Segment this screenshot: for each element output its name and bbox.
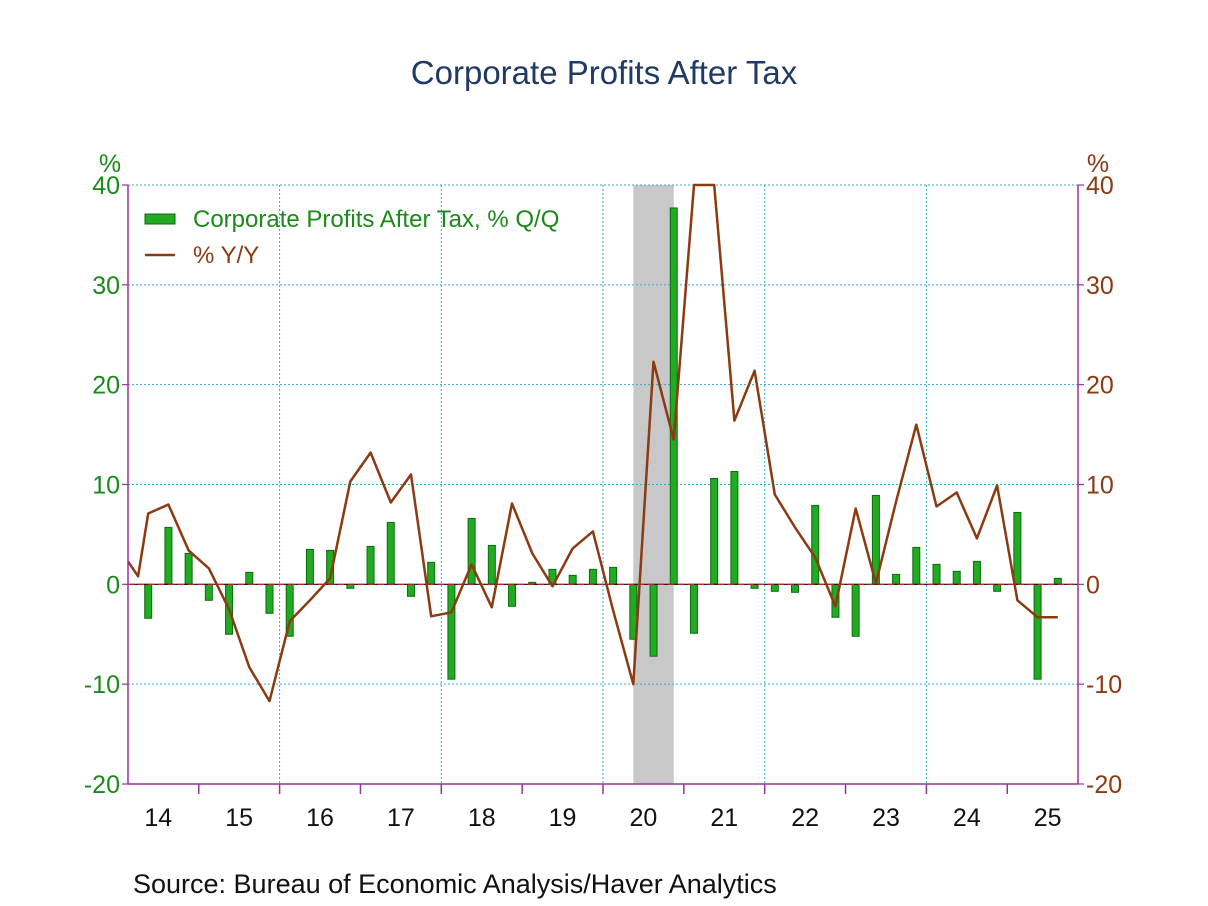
- x-tick-label: 20: [630, 804, 658, 832]
- bar: [1013, 511, 1022, 585]
- right-tick-label: 10: [1086, 472, 1114, 500]
- bar: [467, 517, 476, 585]
- bar: [386, 521, 395, 585]
- left-tick-label: 10: [92, 472, 120, 500]
- bar: [851, 583, 860, 637]
- x-tick-label: 16: [306, 804, 334, 832]
- bar: [892, 573, 901, 585]
- x-tick-label: 23: [872, 804, 900, 832]
- bar: [912, 546, 921, 585]
- bar: [993, 583, 1002, 592]
- x-tick-label: 17: [387, 804, 415, 832]
- left-tick-label: 40: [92, 172, 120, 200]
- x-tick-label: 22: [791, 804, 819, 832]
- x-tick-label: 14: [144, 804, 172, 832]
- bar: [952, 570, 961, 585]
- x-tick-label: 21: [710, 804, 738, 832]
- x-tick-label: 15: [225, 804, 253, 832]
- legend-label-bar: Corporate Profits After Tax, % Q/Q: [193, 206, 559, 233]
- bar: [770, 583, 779, 592]
- bar: [1053, 577, 1062, 585]
- bar: [406, 583, 415, 597]
- bar: [811, 504, 820, 585]
- legend-bar-swatch: [144, 213, 176, 225]
- bar: [184, 552, 193, 585]
- chart-title: Corporate Profits After Tax: [411, 54, 798, 91]
- right-tick-label: -20: [1086, 771, 1122, 799]
- x-tick-label: 25: [1034, 804, 1062, 832]
- bar: [265, 583, 274, 614]
- x-tick-label: 18: [468, 804, 496, 832]
- bar: [649, 583, 658, 657]
- right-tick-label: 20: [1086, 372, 1114, 400]
- left-tick-label: -20: [84, 771, 120, 799]
- x-tick-label: 24: [953, 804, 981, 832]
- left-tick-label: 20: [92, 372, 120, 400]
- legend-label-line: % Y/Y: [193, 242, 259, 269]
- line-layer: [126, 183, 1058, 703]
- bar: [366, 545, 375, 585]
- bar: [588, 568, 597, 585]
- bar: [144, 583, 153, 619]
- right-tick-label: 40: [1086, 172, 1114, 200]
- tick-label-layer: 40 30 20 10 0 -10 -20 40 30 20 10 0 -10 -20 14 15 16 17 18…: [84, 172, 1122, 832]
- bar: [427, 561, 436, 585]
- bar: [972, 560, 981, 585]
- right-tick-label: 30: [1086, 272, 1114, 300]
- bar: [609, 566, 618, 585]
- bar: [730, 471, 739, 585]
- left-tick-label: -10: [84, 671, 120, 699]
- left-tick-label: 30: [92, 272, 120, 300]
- bar: [568, 574, 577, 585]
- bar: [487, 544, 496, 585]
- bar: [791, 583, 800, 593]
- bar: [204, 583, 213, 601]
- bar: [164, 526, 173, 585]
- right-tick-label: 0: [1086, 571, 1100, 599]
- bar: [447, 583, 456, 680]
- bar: [1033, 583, 1042, 680]
- right-axis-unit: %: [1087, 150, 1109, 178]
- series-line-yy: [126, 183, 1058, 703]
- x-tick-label: 19: [549, 804, 577, 832]
- bar: [305, 548, 314, 585]
- axis-layer: [122, 184, 1084, 794]
- bar: [710, 478, 719, 585]
- right-tick-label: -10: [1086, 671, 1122, 699]
- bar: [245, 571, 254, 585]
- bar: [689, 583, 698, 634]
- left-axis-unit: %: [99, 150, 121, 178]
- legend: Corporate Profits After Tax, % Q/Q % Y/Y: [144, 206, 559, 269]
- source-note: Source: Bureau of Economic Analysis/Have…: [133, 869, 777, 899]
- left-tick-label: 0: [106, 571, 120, 599]
- bar: [508, 583, 517, 607]
- bar: [932, 563, 941, 585]
